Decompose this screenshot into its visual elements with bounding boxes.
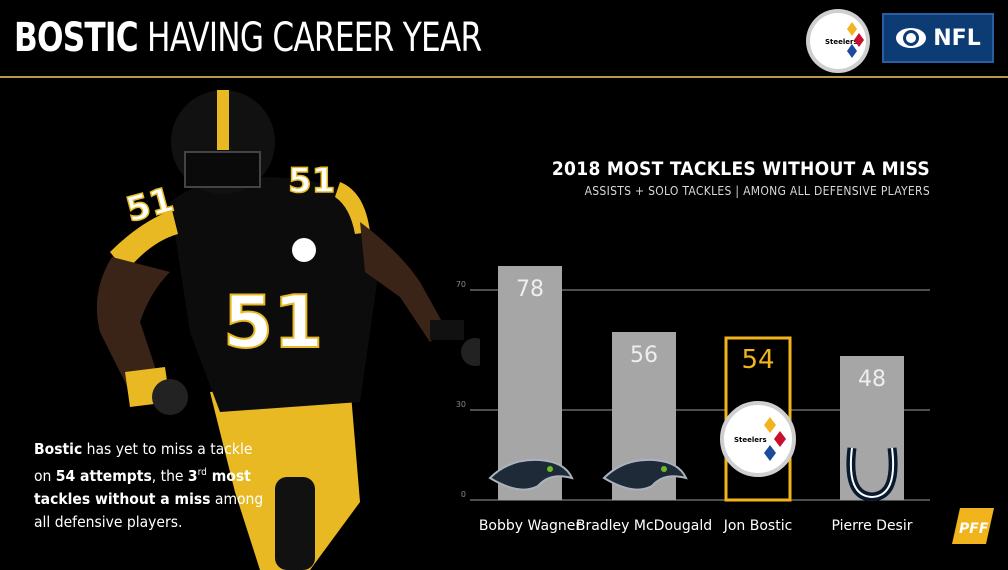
chart-title: 2018 MOST TACKLES WITHOUT A MISS <box>551 158 930 180</box>
svg-text:PFF: PFF <box>959 521 989 537</box>
svg-text:51: 51 <box>288 161 335 201</box>
svg-text:Steelers: Steelers <box>734 436 767 444</box>
data-label: 54 <box>741 345 774 375</box>
bar <box>840 356 904 500</box>
cbs-eye-icon <box>896 28 927 48</box>
seahawks-icon <box>488 458 574 491</box>
title-bold: BOSTIC <box>14 15 139 61</box>
svg-text:51: 51 <box>223 280 323 364</box>
caption-segment: has yet to miss a tackle on <box>34 440 253 486</box>
chart-subtitle: ASSISTS + SOLO TACKLES | AMONG ALL DEFEN… <box>584 184 930 198</box>
caption-segment: among all defensive players. <box>34 490 264 532</box>
caption-rank-suffix: rd <box>197 467 207 478</box>
category-label: Pierre Desir <box>832 518 913 534</box>
bar-highlight <box>724 336 792 502</box>
header: BOSTIC HAVING CAREER YEAR Steelers NFL <box>0 0 1008 78</box>
title-rest: HAVING CAREER YEAR <box>137 15 482 61</box>
caption-rank: 3 <box>187 467 198 486</box>
data-label: 48 <box>858 367 886 392</box>
pff-logo: PFF <box>952 508 994 544</box>
bar <box>498 266 562 500</box>
player-photo: 51 51 51 <box>96 90 480 570</box>
caption-bold-phrase: most tackles without a miss <box>34 467 251 509</box>
bar <box>612 332 676 500</box>
steelers-icon: Steelers <box>720 401 796 477</box>
caption-text: Bostic has yet to miss a tackle on 54 at… <box>34 438 264 534</box>
svg-text:Steelers: Steelers <box>825 38 858 46</box>
data-label: 78 <box>516 277 544 302</box>
caption-bold-name: Bostic <box>34 440 83 458</box>
seahawks-icon <box>602 458 688 491</box>
colts-icon <box>846 447 898 502</box>
nfl-text: NFL <box>933 25 981 51</box>
category-label: Bradley McDougald <box>576 518 712 534</box>
caption-segment: , the <box>151 467 188 486</box>
header-divider <box>0 76 1008 78</box>
cbs-nfl-logo: NFL <box>882 13 994 63</box>
category-label: Bobby Wagner <box>479 518 582 534</box>
category-label: Jon Bostic <box>723 518 793 534</box>
data-label: 56 <box>630 343 658 368</box>
page-title: BOSTIC HAVING CAREER YEAR <box>14 12 482 64</box>
caption-bold-attempts: 54 attempts <box>55 467 152 486</box>
steelers-logo: Steelers <box>806 9 870 73</box>
